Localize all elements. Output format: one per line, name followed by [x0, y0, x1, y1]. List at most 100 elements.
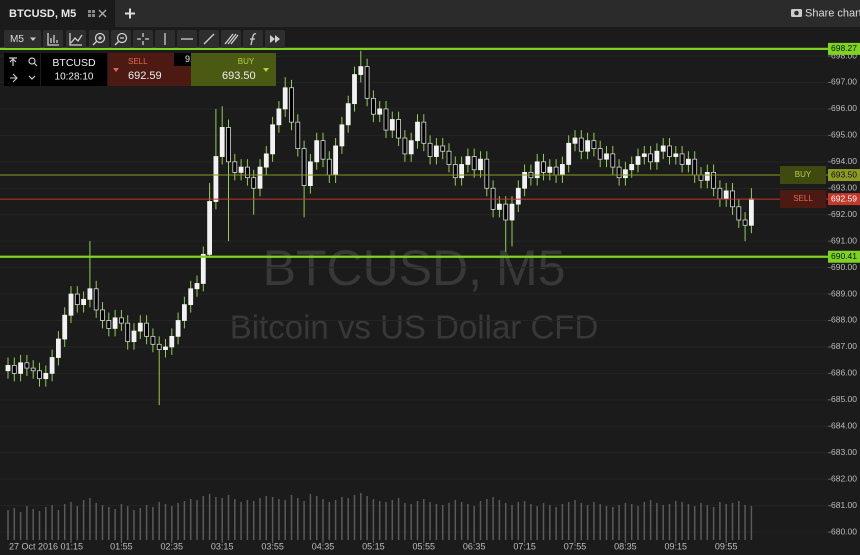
volume-bar — [744, 505, 746, 540]
volume-bar — [605, 506, 608, 540]
volume-bar — [290, 495, 293, 540]
x-tick-label: 03:55 — [261, 541, 284, 551]
x-tick-label: 02:35 — [161, 541, 184, 551]
candle-body — [81, 298, 86, 306]
tool-icon[interactable] — [69, 33, 83, 46]
volume-bar — [234, 499, 236, 540]
volume-bar — [530, 504, 532, 540]
tab-title[interactable]: BTCUSD, M5 — [9, 8, 76, 20]
candle-body — [377, 108, 383, 115]
candle-body — [207, 201, 213, 255]
candle-body — [301, 148, 307, 187]
candle-body — [623, 169, 628, 179]
candle-body — [263, 153, 269, 168]
volume-bar — [322, 499, 324, 540]
zoom-out-icon[interactable] — [116, 32, 128, 44]
tool-button[interactable] — [221, 30, 241, 48]
candle-body — [547, 166, 553, 173]
buy-label[interactable]: BUY — [238, 57, 255, 66]
timeframe-label[interactable]: M5 — [10, 34, 24, 45]
candle-body — [629, 164, 635, 171]
y-tick-label: 689.00 — [831, 288, 857, 298]
volume-bar — [612, 507, 614, 540]
tab[interactable] — [0, 0, 115, 27]
candle-body — [282, 87, 288, 110]
camera-icon[interactable] — [791, 9, 802, 17]
volume-bar — [171, 506, 173, 540]
volume-bar — [448, 503, 450, 540]
share-label[interactable]: Share chart — [805, 7, 860, 19]
tab-grid-icon[interactable] — [88, 10, 95, 17]
toolbar: M5 — [4, 30, 285, 48]
candle-body — [251, 177, 257, 189]
candle-body — [686, 158, 691, 165]
candle-body — [736, 206, 742, 221]
volume-bar — [656, 503, 658, 540]
candle-body — [560, 164, 565, 176]
candle-body — [641, 153, 647, 157]
candle-body — [93, 288, 99, 311]
candle-body — [711, 171, 716, 189]
volume-bar — [750, 506, 753, 540]
tool-button[interactable] — [111, 30, 131, 48]
candle-body — [427, 142, 433, 157]
buy-button[interactable] — [191, 66, 276, 86]
trendline-icon[interactable] — [203, 33, 215, 45]
sell-price[interactable]: 692.59 — [128, 70, 162, 82]
sell-label[interactable]: SELL — [128, 57, 148, 66]
candle-body — [610, 153, 616, 168]
tool-button[interactable] — [89, 30, 109, 48]
more-icon[interactable] — [270, 35, 280, 43]
candle-body — [106, 320, 112, 329]
volume-bar — [271, 497, 274, 540]
crosshair-icon[interactable] — [137, 33, 149, 45]
volume-bar — [630, 504, 633, 540]
channel-icon[interactable] — [224, 33, 239, 45]
candle-body — [616, 166, 622, 179]
level-tag: SELL — [793, 194, 813, 203]
add-tab[interactable] — [125, 8, 135, 19]
buy-price[interactable]: 693.50 — [222, 70, 256, 82]
volume-bar — [89, 498, 91, 540]
volume-bar — [662, 505, 664, 540]
candle-body — [194, 283, 200, 290]
watermark-name: Bitcoin vs US Dollar CFD — [230, 309, 599, 346]
volume-bar — [240, 502, 242, 540]
volume-bar — [63, 504, 66, 540]
candle-body — [597, 148, 603, 160]
candle-body — [144, 322, 150, 337]
timeframe-button[interactable] — [4, 30, 41, 48]
candle-body — [667, 145, 672, 157]
candle-body — [471, 156, 477, 171]
function-icon[interactable] — [250, 33, 257, 46]
zoom-in-icon[interactable] — [94, 32, 106, 44]
volume-bar — [725, 504, 727, 540]
candle-body — [679, 153, 685, 165]
tab-close[interactable] — [98, 9, 107, 18]
candle-body — [49, 357, 55, 374]
candle-body — [383, 108, 389, 131]
volume-bar — [227, 495, 230, 540]
buy-button-top[interactable] — [191, 53, 276, 66]
volume-bar — [738, 501, 740, 540]
volume-bar — [183, 501, 186, 540]
tab-bar — [0, 0, 860, 27]
level-labels: 698.27 690.41 693.50 BUY 692.59 SELL — [780, 42, 860, 263]
candle-body — [307, 161, 313, 187]
candle-body — [213, 156, 219, 202]
level-price-box — [828, 169, 860, 182]
volume-bar — [549, 505, 551, 540]
tool-icon[interactable] — [47, 33, 59, 46]
volume-bar — [196, 500, 198, 540]
candle-body — [452, 164, 458, 179]
tool-button[interactable] — [133, 30, 153, 48]
candle-body — [163, 346, 168, 350]
dropdown-arrow[interactable] — [30, 37, 36, 42]
volume-bar — [454, 500, 457, 540]
y-tick-label: 696.00 — [831, 103, 857, 113]
y-tick-label: 680.00 — [831, 526, 857, 536]
x-tick-label: 27 Oct 2016 01:15 — [9, 541, 83, 551]
candle-body — [181, 304, 187, 321]
candle-body — [566, 142, 572, 165]
